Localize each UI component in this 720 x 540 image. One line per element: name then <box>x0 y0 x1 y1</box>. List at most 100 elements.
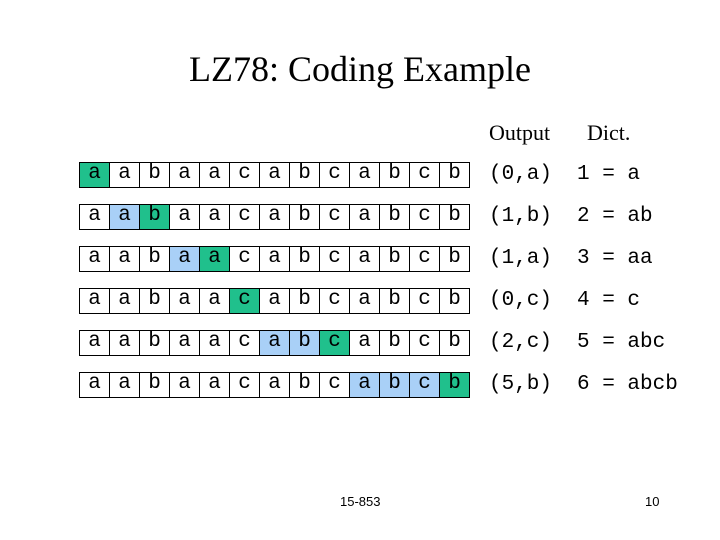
char-cell: c <box>229 162 260 188</box>
char-cell: a <box>349 246 380 272</box>
char-cell: a <box>349 204 380 230</box>
dict-header: Dict. <box>587 120 631 145</box>
char-cell: b <box>379 246 410 272</box>
char-cell: a <box>109 330 140 356</box>
char-cell: c <box>409 246 440 272</box>
new-char-cell: c <box>229 288 260 314</box>
char-cell: b <box>439 288 470 314</box>
dict-entry: 2 = ab <box>577 205 653 228</box>
char-cell: a <box>349 288 380 314</box>
dict-entry: 1 = a <box>577 163 641 186</box>
page-number: 10 <box>645 494 660 509</box>
char-cell: b <box>289 288 320 314</box>
char-cell: b <box>379 162 410 188</box>
char-cell: b <box>139 288 170 314</box>
char-cell: c <box>229 330 260 356</box>
char-cell: b <box>289 372 320 398</box>
new-char-cell: c <box>319 330 350 356</box>
char-cell: a <box>259 246 290 272</box>
char-cell: a <box>109 246 140 272</box>
char-cell: b <box>139 330 170 356</box>
char-cell: a <box>259 204 290 230</box>
output-token: (0,a) <box>489 163 553 186</box>
dict-entry: 5 = abc <box>577 331 666 354</box>
char-cell: b <box>139 372 170 398</box>
prefix-cell: a <box>259 330 290 356</box>
char-cell: a <box>199 330 230 356</box>
new-char-cell: b <box>439 372 470 398</box>
char-cell: b <box>379 204 410 230</box>
char-cell: a <box>349 162 380 188</box>
course-number: 15-853 <box>340 494 381 509</box>
new-char-cell: a <box>79 162 110 188</box>
char-cell: b <box>289 204 320 230</box>
char-cell: a <box>349 330 380 356</box>
char-cell: a <box>109 162 140 188</box>
char-cell: a <box>259 288 290 314</box>
char-cell: b <box>439 246 470 272</box>
char-cell: a <box>169 162 200 188</box>
dict-entry: 6 = abcb <box>577 373 678 396</box>
prefix-cell: a <box>109 204 140 230</box>
char-cell: a <box>259 372 290 398</box>
char-cell: b <box>289 246 320 272</box>
char-cell: c <box>229 204 260 230</box>
char-cell: b <box>439 204 470 230</box>
char-cell: a <box>169 372 200 398</box>
char-cell: a <box>79 288 110 314</box>
prefix-cell: c <box>409 372 440 398</box>
char-cell: c <box>319 162 350 188</box>
char-cell: b <box>139 246 170 272</box>
slide-title: LZ78: Coding Example <box>189 49 531 89</box>
char-cell: c <box>409 204 440 230</box>
output-token: (1,a) <box>489 247 553 270</box>
char-cell: c <box>229 246 260 272</box>
char-cell: b <box>379 288 410 314</box>
char-cell: b <box>439 162 470 188</box>
output-token: (5,b) <box>489 373 553 396</box>
dict-entry: 4 = c <box>577 289 641 312</box>
char-cell: a <box>169 330 200 356</box>
prefix-cell: b <box>379 372 410 398</box>
new-char-cell: b <box>139 204 170 230</box>
char-cell: c <box>229 372 260 398</box>
char-cell: a <box>199 162 230 188</box>
char-cell: a <box>199 288 230 314</box>
char-cell: c <box>409 330 440 356</box>
char-cell: b <box>289 162 320 188</box>
char-cell: b <box>439 330 470 356</box>
new-char-cell: a <box>199 246 230 272</box>
char-cell: a <box>109 372 140 398</box>
char-cell: c <box>319 288 350 314</box>
char-cell: a <box>169 204 200 230</box>
output-token: (2,c) <box>489 331 553 354</box>
char-cell: c <box>319 246 350 272</box>
char-cell: c <box>409 288 440 314</box>
char-cell: a <box>79 330 110 356</box>
prefix-cell: b <box>289 330 320 356</box>
char-cell: a <box>199 372 230 398</box>
prefix-cell: a <box>349 372 380 398</box>
output-header: Output <box>489 120 551 145</box>
char-cell: c <box>319 204 350 230</box>
char-cell: b <box>139 162 170 188</box>
prefix-cell: a <box>169 246 200 272</box>
char-cell: c <box>409 162 440 188</box>
char-cell: a <box>199 204 230 230</box>
char-cell: a <box>259 162 290 188</box>
output-token: (1,b) <box>489 205 553 228</box>
char-cell: b <box>379 330 410 356</box>
char-cell: c <box>319 372 350 398</box>
char-cell: a <box>79 372 110 398</box>
char-cell: a <box>79 204 110 230</box>
char-cell: a <box>79 246 110 272</box>
char-cell: a <box>169 288 200 314</box>
output-token: (0,c) <box>489 289 553 312</box>
dict-entry: 3 = aa <box>577 247 653 270</box>
